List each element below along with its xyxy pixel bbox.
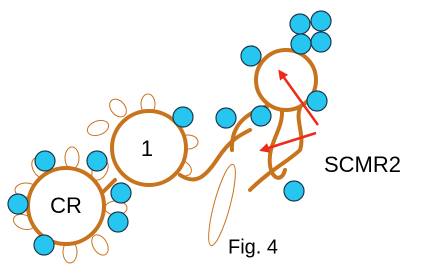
node-label: 1 — [141, 136, 153, 161]
caption: Fig. 4 — [228, 236, 278, 258]
arrow — [262, 133, 316, 150]
annotation: SCMR2 — [324, 152, 401, 177]
node-label: CR — [50, 193, 82, 218]
diagram: CR 1 SCMR2 Fig. 4 — [0, 0, 427, 269]
page: {"nodes": [{"label": "CR"}, {"label": "1… — [0, 0, 427, 269]
